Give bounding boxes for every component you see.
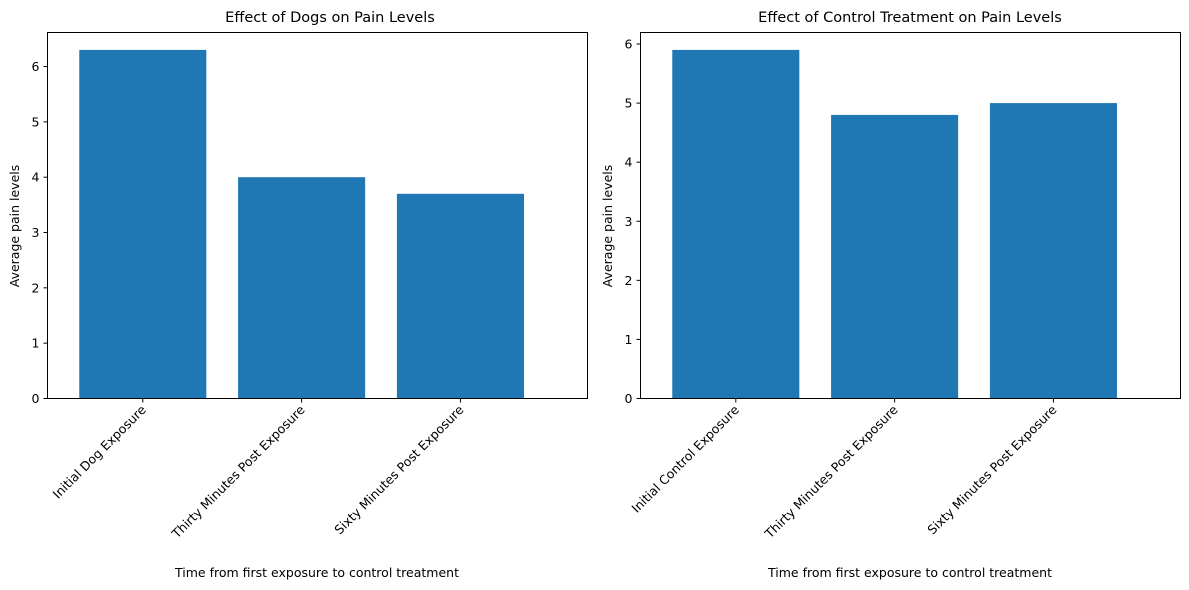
- bar-1: [831, 114, 959, 399]
- y-tick-label: 6: [32, 59, 40, 74]
- y-tick-label: 2: [32, 280, 40, 295]
- y-tick-label: 6: [625, 37, 633, 52]
- axes-frame: [640, 32, 1181, 399]
- bar-1: [238, 177, 366, 399]
- x-axis-label: Time from first exposure to control trea…: [767, 565, 1052, 580]
- y-tick-label: 1: [625, 332, 633, 347]
- bar-0: [79, 49, 207, 399]
- y-tick-label: 5: [625, 96, 633, 111]
- bar-2: [396, 193, 524, 399]
- chart-title: Effect of Dogs on Pain Levels: [225, 10, 435, 26]
- y-axis-ticks: 0 1 2 3 4 5 6: [625, 37, 641, 406]
- bar-0: [672, 49, 800, 399]
- y-tick-label: 3: [625, 214, 633, 229]
- y-tick-label: 0: [625, 391, 633, 406]
- y-tick-label: 1: [32, 336, 40, 351]
- axes-frame: [47, 32, 588, 399]
- y-tick-label: 4: [32, 170, 40, 185]
- y-axis-ticks: 0 1 2 3 4 5 6: [32, 59, 48, 406]
- chart-title: Effect of Control Treatment on Pain Leve…: [758, 10, 1062, 26]
- x-axis-label: Time from first exposure to control trea…: [174, 565, 459, 580]
- y-tick-label: 5: [32, 114, 40, 129]
- bars: [672, 49, 1117, 399]
- y-tick-label: 0: [32, 391, 40, 406]
- y-axis-label: Average pain levels: [600, 165, 615, 288]
- y-axis-label: Average pain levels: [7, 165, 22, 288]
- bars: [79, 49, 524, 399]
- y-tick-label: 4: [625, 155, 633, 170]
- bar-2: [989, 103, 1117, 399]
- y-tick-label: 2: [625, 273, 633, 288]
- y-tick-label: 3: [32, 225, 40, 240]
